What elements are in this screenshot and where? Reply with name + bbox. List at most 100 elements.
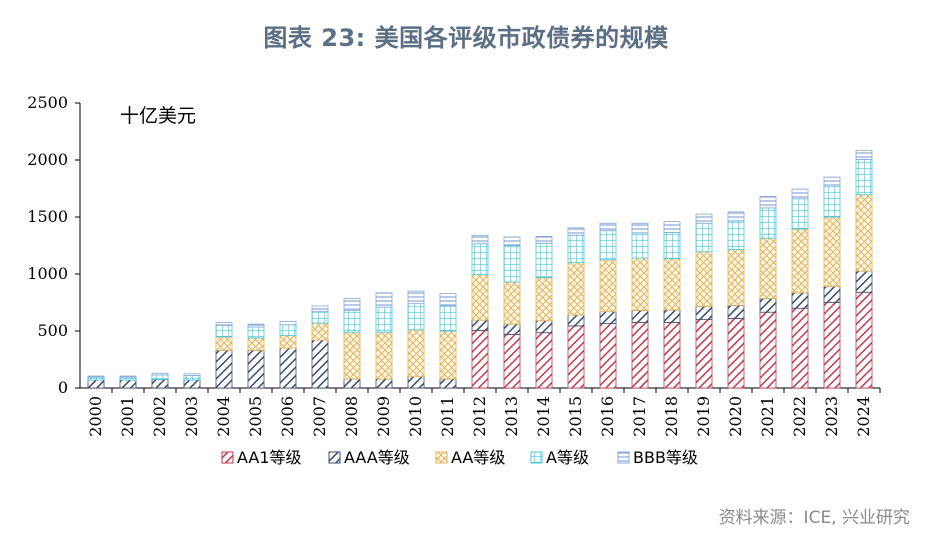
bar-segment: [535, 277, 553, 322]
bar-segment: [311, 339, 329, 389]
bar-segment: [791, 198, 809, 230]
bar-segment: [471, 330, 489, 389]
legend-label: AA1等级: [237, 448, 302, 467]
bar-segment: [503, 245, 521, 283]
bar-segment: [343, 331, 361, 380]
x-tick-label: 2021: [758, 396, 777, 437]
bar-segment: [791, 307, 809, 389]
bar-segment: [663, 221, 681, 233]
legend-label: AA等级: [451, 448, 505, 467]
bar-segment: [631, 222, 649, 234]
x-tick-label: 2015: [566, 396, 585, 437]
bar-segment: [407, 376, 425, 389]
y-tick-label: 1500: [27, 207, 68, 226]
bars: [87, 149, 873, 389]
bar-segment: [567, 262, 585, 316]
bar-segment: [535, 235, 553, 244]
x-tick-label: 2004: [214, 396, 233, 437]
x-tick-label: 2016: [598, 396, 617, 437]
bar-segment: [183, 373, 201, 376]
legend-swatch: [221, 451, 234, 464]
bar-segment: [215, 349, 233, 389]
bar-segment: [759, 207, 777, 239]
legend-swatch: [328, 451, 341, 464]
bar-segment: [631, 310, 649, 323]
bar-segment: [375, 331, 393, 380]
bar-segment: [663, 309, 681, 323]
bar-segment: [471, 243, 489, 275]
y-tick-label: 500: [37, 321, 68, 340]
legend-item: A等级: [530, 448, 589, 467]
bar-segment: [247, 349, 265, 389]
x-tick-label: 2017: [630, 396, 649, 437]
bar-segment: [279, 324, 297, 336]
bar-segment: [215, 336, 233, 351]
bar-segment: [407, 329, 425, 377]
bar-segment: [567, 325, 585, 389]
bar-segment: [183, 379, 201, 389]
bar-segment: [375, 306, 393, 333]
bar-segment: [343, 310, 361, 333]
x-tick-label: 2000: [86, 396, 105, 437]
bar-segment: [791, 188, 809, 200]
legend-label: AAA等级: [344, 448, 410, 467]
bar-segment: [471, 274, 489, 321]
bar-segment: [727, 304, 745, 319]
bar-segment: [823, 184, 841, 218]
chart-title: 图表 23: 美国各评级市政债券的规模: [263, 24, 669, 52]
x-tick-label: 2023: [822, 396, 841, 437]
bar-segment: [567, 227, 585, 236]
bar-segment: [567, 314, 585, 327]
bar-segment: [503, 334, 521, 389]
bar-segment: [599, 222, 617, 232]
x-tick-label: 2002: [150, 396, 169, 437]
legend-item: BBB等级: [617, 448, 698, 467]
x-tick-label: 2011: [438, 396, 457, 437]
bar-segment: [663, 258, 681, 311]
x-tick-label: 2014: [534, 396, 553, 437]
x-tick-label: 2013: [502, 396, 521, 437]
legend-item: AAA等级: [328, 448, 410, 467]
bar-segment: [663, 322, 681, 389]
bar-segment: [439, 305, 457, 332]
bar-segment: [823, 302, 841, 389]
bar-segment: [823, 286, 841, 303]
bar-segment: [695, 213, 713, 224]
y-tick-label: 2500: [27, 93, 68, 112]
bar-segment: [503, 281, 521, 325]
bar-segment: [119, 375, 137, 378]
bar-segment: [279, 320, 297, 326]
bar-segment: [727, 211, 745, 222]
bar-segment: [471, 319, 489, 331]
bar-segment: [183, 375, 201, 381]
bar-segment: [247, 326, 265, 339]
x-tick-label: 2006: [278, 396, 297, 437]
bar-segment: [407, 290, 425, 305]
bar-segment: [535, 332, 553, 389]
bar-segment: [151, 379, 169, 389]
bar-segment: [663, 231, 681, 260]
legend-item: AA等级: [435, 448, 505, 467]
source-note: 资料来源：ICE, 兴业研究: [718, 508, 910, 528]
bar-segment: [311, 311, 329, 324]
y-tick-label: 0: [58, 378, 68, 397]
bar-segment: [151, 372, 169, 376]
bar-segment: [215, 324, 233, 338]
bar-segment: [311, 305, 329, 313]
bar-segment: [695, 222, 713, 253]
bar-segment: [407, 303, 425, 331]
bar-segment: [375, 292, 393, 308]
legend-label: BBB等级: [633, 448, 698, 467]
bar-segment: [215, 322, 233, 326]
x-tick-label: 2001: [118, 396, 137, 437]
bar-segment: [759, 298, 777, 313]
bar-segment: [855, 291, 873, 389]
legend-swatch: [617, 451, 630, 464]
y-tick-label: 2000: [27, 150, 68, 169]
bar-segment: [631, 257, 649, 311]
bar-segment: [87, 375, 105, 378]
legend-label: A等级: [546, 448, 589, 467]
bar-segment: [855, 159, 873, 196]
x-tick-label: 2003: [182, 396, 201, 437]
